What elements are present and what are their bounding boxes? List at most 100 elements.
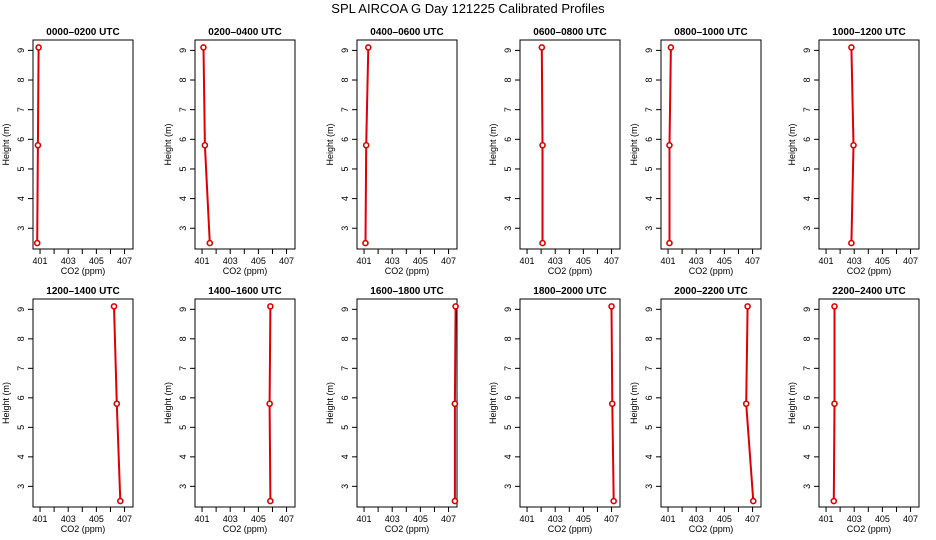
panel-3-frame bbox=[356, 39, 458, 250]
figure-title: SPL AIRCOA G Day 121225 Calibrated Profi… bbox=[331, 1, 605, 16]
panel-2-title: 0200–0400 UTC bbox=[208, 27, 281, 38]
panel-9-ytick-label: 5 bbox=[340, 425, 350, 430]
panel-11-xlabel: CO2 (ppm) bbox=[689, 524, 734, 534]
panel-8-data-point bbox=[267, 303, 274, 310]
panel-9-data-point bbox=[452, 303, 459, 310]
panel-4-xtick-label: 405 bbox=[576, 256, 591, 266]
panel-1-ytick-label: 7 bbox=[16, 107, 26, 112]
panel-10-xtick-label: 405 bbox=[576, 514, 591, 524]
panel-7-frame bbox=[32, 298, 134, 508]
panel-9-xtick-label: 401 bbox=[357, 514, 372, 524]
panel-4-ytick-label: 8 bbox=[503, 78, 513, 83]
panel-5-xtick-label: 405 bbox=[717, 256, 732, 266]
panel-9-xtick-label: 405 bbox=[413, 514, 428, 524]
panel-8-xtick-label: 403 bbox=[223, 514, 238, 524]
panel-3-xlabel: CO2 (ppm) bbox=[385, 266, 430, 276]
panel-12-xtick-label: 401 bbox=[819, 514, 834, 524]
panel-5-frame bbox=[660, 39, 762, 250]
panel-9-ytick-label: 3 bbox=[340, 484, 350, 489]
panel-1-ytick-label: 5 bbox=[16, 166, 26, 171]
panel-2-data-point bbox=[201, 141, 209, 149]
panel-8-ytick-label: 7 bbox=[178, 366, 188, 371]
panel-5-data-point bbox=[666, 141, 673, 149]
panel-11-ytick-label: 6 bbox=[644, 395, 654, 400]
panel-10-title: 1800–2000 UTC bbox=[533, 286, 606, 297]
panel-9-data-point bbox=[451, 400, 459, 408]
panel-1-frame bbox=[32, 39, 134, 250]
panel-11-ytick-label: 3 bbox=[644, 484, 654, 489]
panel-5-ytick-label: 3 bbox=[644, 226, 654, 231]
panel-9-ytick-label: 6 bbox=[340, 395, 350, 400]
panel-12-ytick-label: 9 bbox=[802, 307, 812, 312]
panel-6-ytick-label: 4 bbox=[802, 196, 812, 201]
panel-10-xlabel: CO2 (ppm) bbox=[548, 524, 593, 534]
panel-6-ytick-label: 7 bbox=[802, 107, 812, 112]
panel-4-frame bbox=[519, 39, 621, 250]
panel-4-ytick-label: 4 bbox=[503, 196, 513, 201]
panel-1-xtick-label: 403 bbox=[61, 256, 76, 266]
panel-3-title: 0400–0600 UTC bbox=[370, 27, 443, 38]
panel-9-xtick-label: 407 bbox=[441, 514, 456, 524]
panel-12-ylabel: Height (m) bbox=[787, 382, 797, 424]
panel-11-ytick-label: 5 bbox=[644, 425, 654, 430]
panel-1-ylabel: Height (m) bbox=[1, 123, 11, 165]
panel-6-xtick-label: 407 bbox=[903, 256, 918, 266]
panel-6-data-point bbox=[848, 44, 855, 51]
panel-1-title: 0000–0200 UTC bbox=[46, 27, 119, 38]
panel-9-xlabel: CO2 (ppm) bbox=[385, 524, 430, 534]
panel-5-data-point bbox=[667, 44, 675, 51]
panel-8-xtick-label: 405 bbox=[251, 514, 266, 524]
panel-6-ytick-label: 9 bbox=[802, 48, 812, 53]
panel-12-data-point bbox=[831, 400, 838, 408]
panel-10-ytick-label: 5 bbox=[503, 425, 513, 430]
panel-4-ytick-label: 6 bbox=[503, 137, 513, 142]
panel-2-data-point bbox=[206, 239, 214, 247]
panel-8-ytick-label: 3 bbox=[178, 484, 188, 489]
panel-9-ytick-label: 4 bbox=[340, 454, 350, 459]
panel-6-xtick-label: 401 bbox=[819, 256, 834, 266]
panel-11-ytick-label: 4 bbox=[644, 454, 654, 459]
panel-3-ytick-label: 7 bbox=[340, 107, 350, 112]
panel-5-ytick-label: 7 bbox=[644, 107, 654, 112]
panel-11-ylabel: Height (m) bbox=[629, 382, 639, 424]
panel-7-title: 1200–1400 UTC bbox=[46, 286, 119, 297]
panel-8-xtick-label: 407 bbox=[279, 514, 294, 524]
panel-10-data-point bbox=[610, 497, 617, 505]
panel-2-xtick-label: 403 bbox=[223, 256, 238, 266]
panel-3-xtick-label: 405 bbox=[413, 256, 428, 266]
panel-7-xtick-label: 401 bbox=[33, 514, 48, 524]
panel-1-ytick-label: 3 bbox=[16, 226, 26, 231]
panel-11-xtick-label: 401 bbox=[661, 514, 676, 524]
panel-2-xtick-label: 407 bbox=[279, 256, 294, 266]
panel-11-data-point bbox=[749, 497, 757, 505]
panel-1-xtick-label: 401 bbox=[33, 256, 48, 266]
panel-12-xtick-label: 403 bbox=[847, 514, 862, 524]
panel-9-ytick-label: 9 bbox=[340, 307, 350, 312]
panel-8-ytick-label: 4 bbox=[178, 454, 188, 459]
panel-6-xtick-label: 403 bbox=[847, 256, 862, 266]
panel-4-title: 0600–0800 UTC bbox=[533, 27, 606, 38]
panel-7-xtick-label: 405 bbox=[89, 514, 104, 524]
panel-1-data-point bbox=[35, 44, 42, 51]
panel-10-data-point bbox=[608, 400, 616, 408]
panel-4-ytick-label: 7 bbox=[503, 107, 513, 112]
panel-7-ytick-label: 8 bbox=[16, 336, 26, 341]
panel-4-ytick-label: 9 bbox=[503, 48, 513, 53]
panel-12-frame bbox=[818, 298, 920, 508]
panel-5-data-point bbox=[666, 239, 673, 247]
panel-6-ytick-label: 5 bbox=[802, 166, 812, 171]
panel-10-xtick-label: 401 bbox=[520, 514, 535, 524]
panel-12-data-point bbox=[831, 303, 838, 310]
panel-10-ytick-label: 4 bbox=[503, 454, 513, 459]
panel-9-frame bbox=[356, 298, 458, 508]
panel-2-ytick-label: 5 bbox=[178, 166, 188, 171]
panel-1-xtick-label: 407 bbox=[117, 256, 132, 266]
panel-3-ytick-label: 6 bbox=[340, 137, 350, 142]
panel-3-xtick-label: 401 bbox=[357, 256, 372, 266]
panel-10-ytick-label: 6 bbox=[503, 395, 513, 400]
panel-1-ytick-label: 4 bbox=[16, 196, 26, 201]
panel-1-ytick-label: 9 bbox=[16, 48, 26, 53]
panel-7-data-point bbox=[110, 303, 118, 310]
panel-9-data-point bbox=[451, 497, 459, 505]
